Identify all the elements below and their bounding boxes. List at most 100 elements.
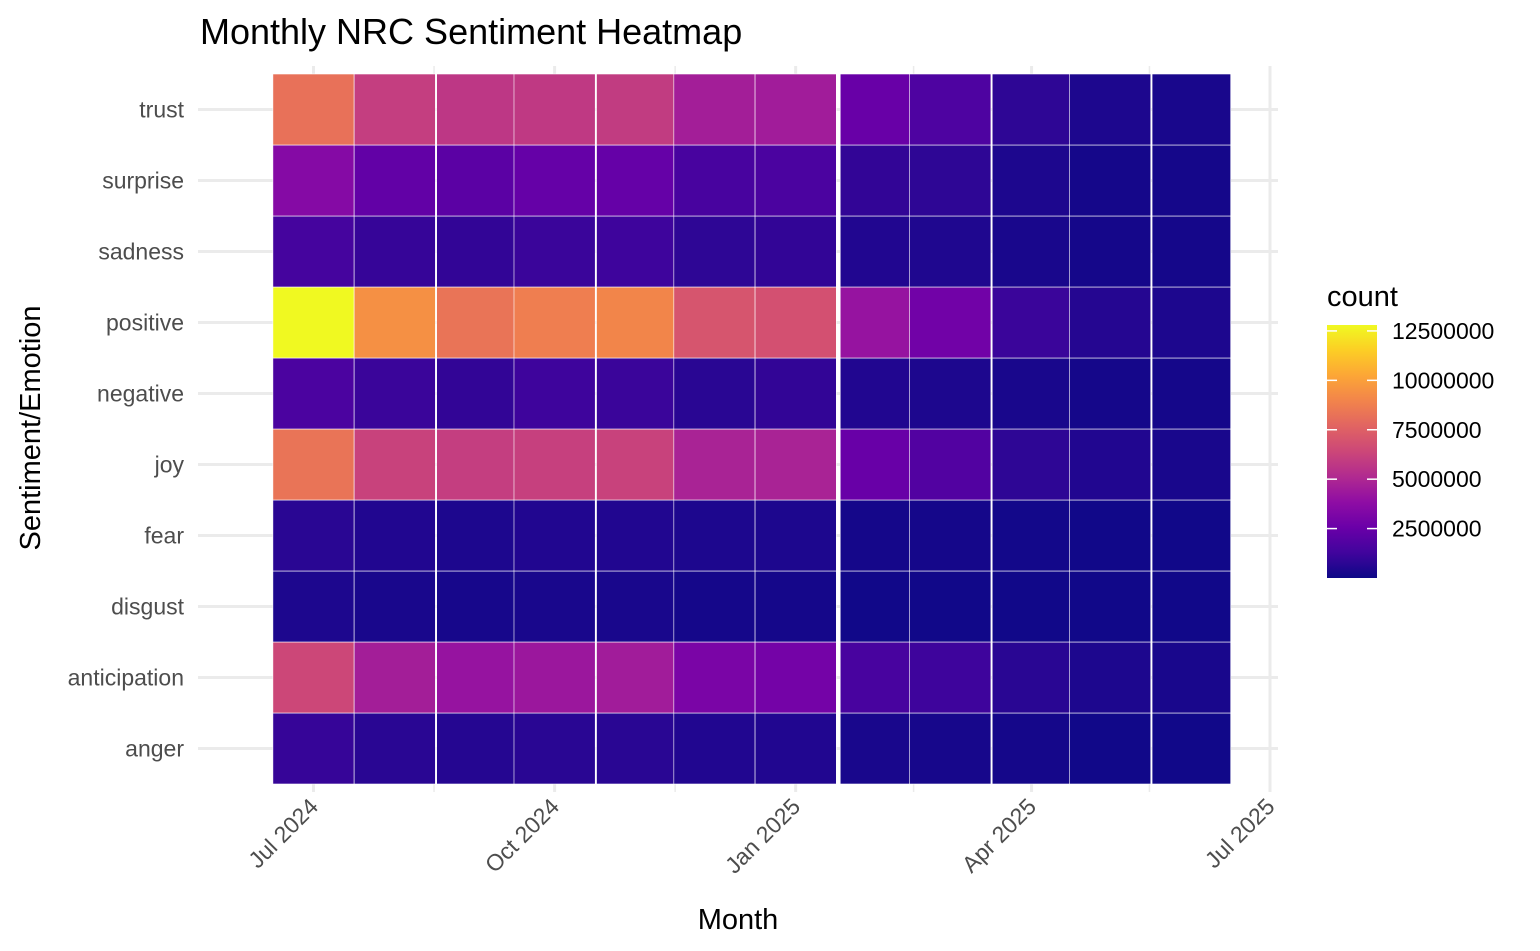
heatmap-cell: [513, 641, 596, 714]
heatmap-cell: [1151, 73, 1231, 146]
heatmap-cell: [1069, 570, 1152, 643]
legend-tick-label: 10000000: [1392, 367, 1494, 393]
heatmap-cell: [1069, 286, 1152, 359]
heatmap-cell: [1151, 570, 1231, 643]
heatmap-cell: [673, 286, 756, 359]
heatmap-cell: [909, 286, 992, 359]
heatmap-cell: [673, 570, 756, 643]
legend-tick-label: 5000000: [1392, 466, 1482, 492]
heatmap-cell: [673, 144, 756, 217]
heatmap-cell: [272, 499, 355, 572]
heatmap-cell: [1151, 357, 1231, 430]
heatmap-cell: [513, 712, 596, 785]
legend-color-bar: [1327, 325, 1377, 578]
heatmap-cell: [754, 73, 837, 146]
heatmap-cell: [353, 357, 436, 430]
heatmap-cell: [436, 570, 516, 643]
heatmap-cell: [839, 286, 914, 359]
heatmap-cell: [909, 712, 992, 785]
heatmap-cell: [272, 144, 355, 217]
heatmap-cell: [272, 357, 355, 430]
heatmap-cell: [909, 428, 992, 501]
heatmap-cell: [991, 641, 1072, 714]
heatmap-cell: [513, 428, 596, 501]
heatmap-cell: [272, 712, 355, 785]
legend-title: count: [1327, 281, 1398, 313]
heatmap-cell: [596, 641, 676, 714]
heatmap-cell: [991, 144, 1072, 217]
x-tick-label: Jul 2025: [1200, 793, 1280, 873]
heatmap-cell: [754, 286, 837, 359]
heatmap-cell: [1069, 428, 1152, 501]
heatmap-cell: [1151, 144, 1231, 217]
heatmap-cell: [353, 712, 436, 785]
legend-tick-label: 2500000: [1392, 516, 1482, 542]
heatmap-cell: [596, 144, 676, 217]
heatmap-cell: [839, 499, 914, 572]
heatmap-cell: [272, 641, 355, 714]
heatmap-cell: [596, 286, 676, 359]
heatmap-cell: [754, 712, 837, 785]
heatmap-cell: [436, 499, 516, 572]
heatmap-cell: [754, 641, 837, 714]
heatmap-cell: [1069, 499, 1152, 572]
heatmap-cell: [754, 215, 837, 288]
heatmap-cell: [673, 499, 756, 572]
heatmap-cell: [596, 357, 676, 430]
heatmap-cell: [513, 144, 596, 217]
heatmap-cell: [1069, 73, 1152, 146]
heatmap-cell: [436, 357, 516, 430]
heatmap-cell: [1069, 144, 1152, 217]
heatmap-cell: [991, 357, 1072, 430]
heatmap-cell: [909, 357, 992, 430]
heatmap-cell: [1151, 215, 1231, 288]
heatmap-cell: [596, 215, 676, 288]
heatmap-cell: [353, 73, 436, 146]
heatmap-cell: [436, 428, 516, 501]
heatmap-cell: [1151, 712, 1231, 785]
heatmap-cell: [513, 286, 596, 359]
heatmap-cell: [909, 73, 992, 146]
heatmap-cell: [353, 215, 436, 288]
x-tick-label: Jan 2025: [720, 793, 805, 878]
heatmap-cell: [991, 286, 1072, 359]
heatmap-cell: [436, 144, 516, 217]
heatmap-cell: [353, 641, 436, 714]
y-tick-label: sadness: [98, 239, 184, 265]
y-tick-label: trust: [139, 97, 184, 123]
heatmap-cell: [673, 73, 756, 146]
heatmap-cell: [513, 570, 596, 643]
heatmap-cell: [673, 357, 756, 430]
heatmap-cell: [991, 215, 1072, 288]
heatmap-cell: [436, 712, 516, 785]
x-tick-label: Jul 2024: [243, 793, 323, 873]
heatmap-cell: [353, 428, 436, 501]
heatmap-cell: [1151, 428, 1231, 501]
heatmap-cell: [839, 73, 914, 146]
x-axis-ticks: Jul 2024 Oct 2024 Jan 2025 Apr 2025 Jul 2025: [243, 793, 1279, 878]
heatmap-tiles: [272, 73, 1231, 785]
heatmap-cell: [1069, 215, 1152, 288]
heatmap-cell: [436, 215, 516, 288]
heatmap-cell: [991, 570, 1072, 643]
y-axis-ticks: anger anticipation disgust fear joy negative p…: [68, 97, 185, 762]
heatmap-cell: [436, 286, 516, 359]
heatmap-cell: [1151, 286, 1231, 359]
heatmap-cell: [436, 73, 516, 146]
heatmap-cell: [839, 641, 914, 714]
heatmap-cell: [673, 428, 756, 501]
y-tick-label: negative: [97, 381, 184, 407]
heatmap-cell: [839, 144, 914, 217]
heatmap-cell: [991, 73, 1072, 146]
heatmap-cell: [513, 215, 596, 288]
heatmap-cell: [596, 73, 676, 146]
x-tick-label: Apr 2025: [957, 793, 1041, 877]
heatmap-cell: [991, 712, 1072, 785]
heatmap-cell: [909, 499, 992, 572]
heatmap-cell: [673, 712, 756, 785]
heatmap-cell: [513, 357, 596, 430]
heatmap-cell: [596, 428, 676, 501]
heatmap-cell: [513, 499, 596, 572]
x-tick-label: Oct 2024: [480, 793, 565, 878]
